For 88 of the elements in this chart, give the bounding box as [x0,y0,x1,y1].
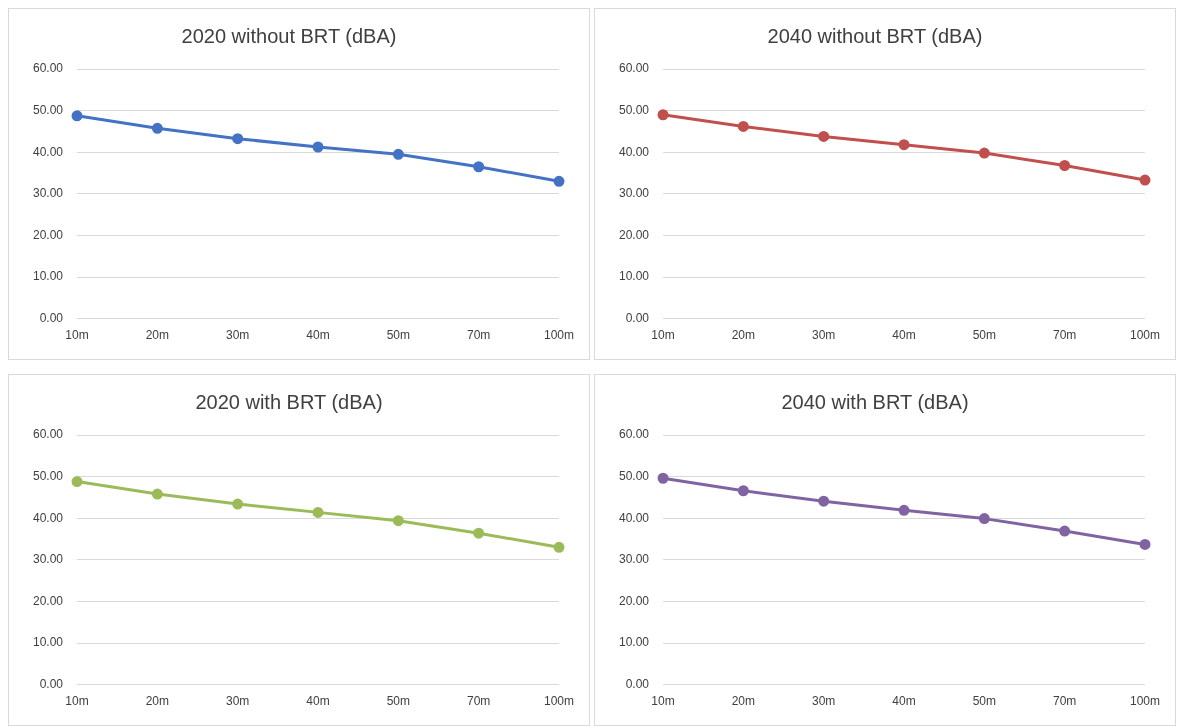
x-tick-label: 100m [1129,328,1161,343]
x-tick-label: 100m [1129,694,1161,709]
x-tick-label: 40m [892,328,916,343]
chart-title: 2040 without BRT (dBA) [767,24,983,47]
point [151,488,163,500]
x-tick-label: 30m [226,694,250,709]
y-tick-label: 50.00 [619,468,650,483]
x-tick-label: 40m [306,694,330,709]
x-tick-label: 10m [651,328,675,343]
x-tick-label: 20m [731,694,756,709]
point [312,141,324,153]
x-tick-label: 40m [892,694,916,709]
point [978,513,990,525]
point [1059,525,1071,537]
x-tick-label: 10m [65,694,89,709]
point [232,498,244,510]
x-tick-label: 50m [386,694,411,709]
y-tick-label: 40.00 [619,144,650,159]
point [737,485,749,497]
point [978,147,990,159]
y-tick-label: 30.00 [33,186,64,201]
y-tick-label: 30.00 [619,552,650,567]
point [657,472,669,484]
chart-title: 2020 without BRT (dBA) [181,24,397,47]
y-tick-label: 30.00 [33,552,64,567]
point [473,527,485,539]
y-tick-label: 10.00 [619,635,650,650]
y-tick-label: 50.00 [33,102,64,117]
y-tick-label: 20.00 [33,593,64,608]
point [392,148,404,160]
y-tick-label: 60.00 [33,61,64,76]
x-tick-label: 40m [306,328,330,343]
point [232,133,244,145]
point [898,504,910,516]
point [1139,174,1151,186]
chart-title: 2040 with BRT (dBA) [781,390,969,413]
point [473,161,485,173]
point [818,130,830,142]
y-tick-label: 20.00 [33,227,64,242]
point [71,476,83,488]
y-tick-label: 0.00 [625,310,650,325]
y-tick-label: 0.00 [625,676,650,691]
x-tick-label: 10m [651,694,675,709]
point [657,109,669,121]
chart-title: 2020 with BRT (dBA) [195,390,383,413]
x-tick-label: 20m [145,328,170,343]
point [1139,538,1151,550]
y-tick-label: 40.00 [33,144,64,159]
point [1059,160,1071,172]
x-tick-label: 30m [812,694,836,709]
x-tick-label: 100m [543,694,575,709]
point [553,541,565,553]
y-tick-label: 60.00 [619,427,650,442]
point [71,110,83,122]
x-tick-label: 30m [812,328,836,343]
y-tick-label: 20.00 [619,593,650,608]
y-tick-label: 40.00 [619,510,650,525]
y-tick-label: 60.00 [33,427,64,442]
x-tick-label: 30m [226,328,250,343]
y-tick-label: 0.00 [39,676,64,691]
x-tick-label: 50m [386,328,411,343]
x-tick-label: 20m [145,694,170,709]
point [392,515,404,527]
x-tick-label: 20m [731,328,756,343]
y-tick-label: 40.00 [33,510,64,525]
point [553,175,565,187]
x-tick-label: 70m [1053,694,1077,709]
y-tick-label: 50.00 [33,468,64,483]
x-tick-label: 70m [467,694,491,709]
y-tick-label: 50.00 [619,102,650,117]
y-tick-label: 60.00 [619,61,650,76]
x-tick-label: 70m [1053,328,1077,343]
point [818,495,830,507]
y-tick-label: 0.00 [39,310,64,325]
point [737,120,749,132]
x-tick-label: 10m [65,328,89,343]
point [151,122,163,134]
x-tick-label: 50m [972,694,997,709]
point [898,139,910,151]
y-tick-label: 30.00 [619,186,650,201]
x-tick-label: 100m [543,328,575,343]
point [312,506,324,518]
x-tick-label: 70m [467,328,491,343]
y-tick-label: 10.00 [619,269,650,284]
y-tick-label: 20.00 [619,227,650,242]
x-tick-label: 50m [972,328,997,343]
y-tick-label: 10.00 [33,635,64,650]
y-tick-label: 10.00 [33,269,64,284]
